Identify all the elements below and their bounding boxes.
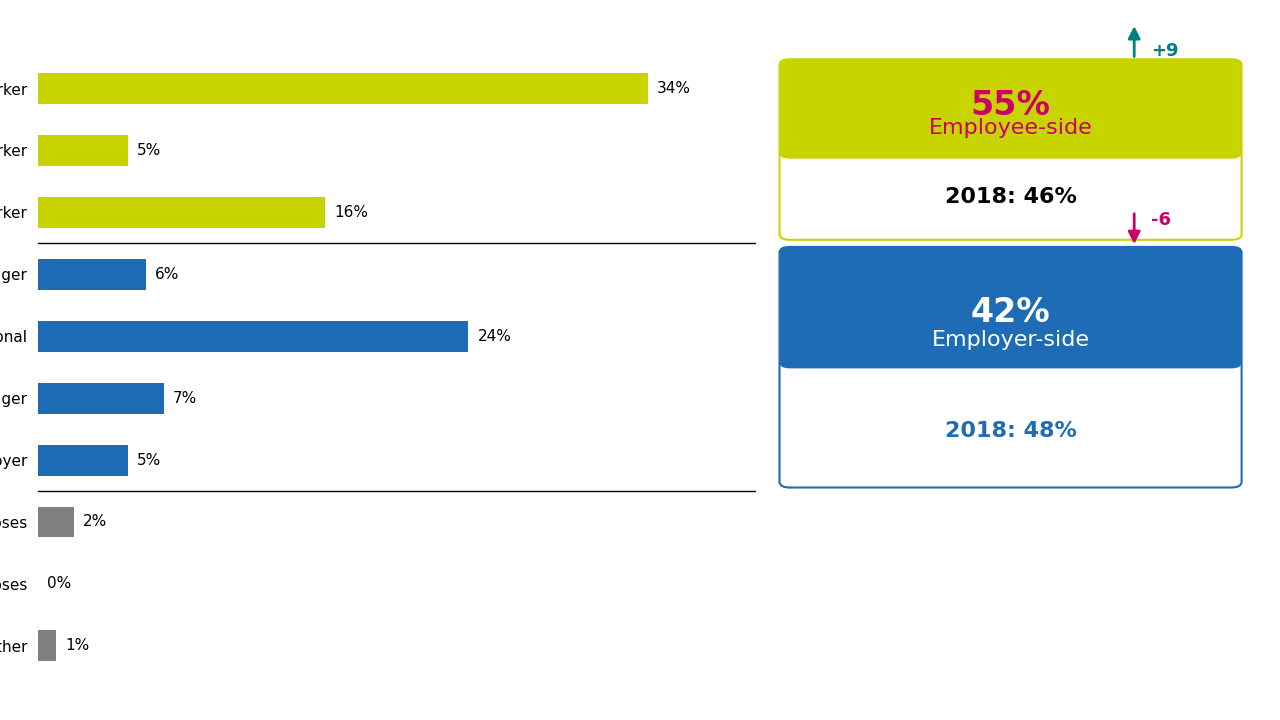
Bar: [38, 507, 74, 537]
Bar: [38, 259, 146, 290]
Text: Employer-side: Employer-side: [932, 330, 1089, 350]
Text: 1%: 1%: [65, 639, 90, 653]
Text: 5%: 5%: [137, 453, 161, 467]
Bar: [38, 383, 164, 413]
Text: 34%: 34%: [657, 81, 691, 96]
Text: 42%: 42%: [970, 296, 1051, 329]
Text: 0%: 0%: [47, 577, 72, 591]
Text: 5%: 5%: [137, 143, 161, 158]
Bar: [38, 321, 468, 352]
Bar: [38, 73, 648, 104]
Text: -6: -6: [1151, 210, 1171, 228]
Bar: [38, 444, 128, 476]
Text: 2018: 46%: 2018: 46%: [945, 187, 1076, 207]
Bar: [38, 197, 325, 228]
Text: +9: +9: [1151, 42, 1179, 60]
Bar: [38, 631, 56, 661]
Text: 6%: 6%: [155, 267, 179, 282]
Text: 2%: 2%: [83, 515, 108, 529]
Text: Employee-side: Employee-side: [929, 117, 1092, 138]
Text: 16%: 16%: [334, 205, 369, 220]
Text: 7%: 7%: [173, 391, 197, 405]
Bar: [38, 135, 128, 166]
Text: 2018: 48%: 2018: 48%: [945, 421, 1076, 441]
Text: 24%: 24%: [477, 329, 511, 343]
Text: 55%: 55%: [970, 89, 1051, 122]
